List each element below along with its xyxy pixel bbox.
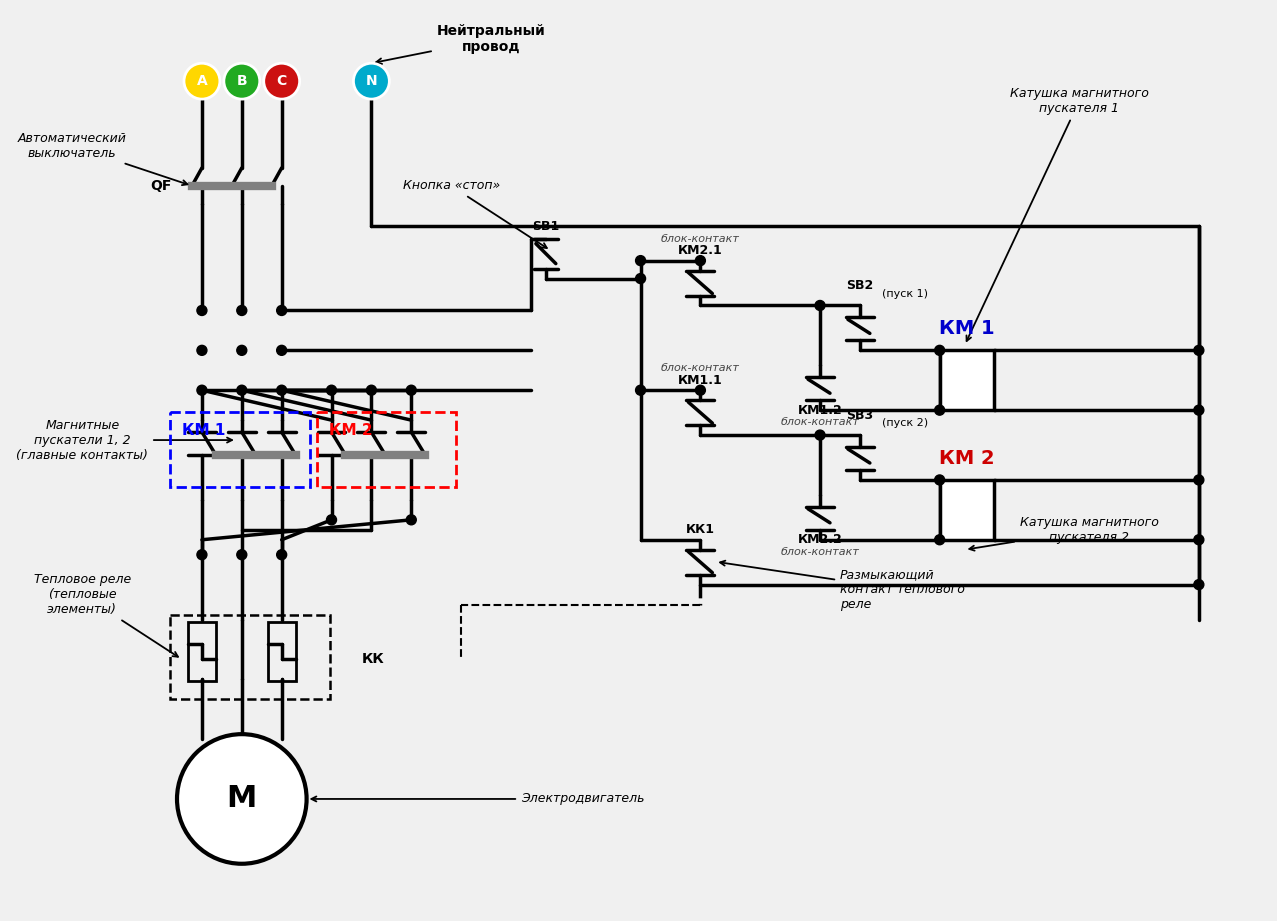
Text: Катушка магнитного
пускателя 2: Катушка магнитного пускателя 2 <box>969 516 1158 551</box>
Circle shape <box>354 64 389 99</box>
Bar <box>188 622 216 682</box>
Text: Катушка магнитного
пускателя 1: Катушка магнитного пускателя 1 <box>967 87 1148 341</box>
Circle shape <box>1194 579 1204 589</box>
Circle shape <box>223 64 259 99</box>
Circle shape <box>327 385 337 395</box>
Circle shape <box>935 535 945 544</box>
Circle shape <box>236 345 246 356</box>
Text: Автоматический
выключатель: Автоматический выключатель <box>18 132 188 185</box>
Circle shape <box>236 306 246 316</box>
Circle shape <box>197 306 207 316</box>
Text: C: C <box>277 75 287 88</box>
Circle shape <box>1194 345 1204 356</box>
Circle shape <box>264 64 300 99</box>
Circle shape <box>197 385 207 395</box>
Bar <box>940 480 995 540</box>
Text: КК1: КК1 <box>686 523 715 536</box>
Text: Электродвигатель: Электродвигатель <box>312 792 645 806</box>
Circle shape <box>366 385 377 395</box>
Circle shape <box>277 345 286 356</box>
Text: Тепловое реле
(тепловые
элементы): Тепловое реле (тепловые элементы) <box>33 573 178 657</box>
Circle shape <box>406 385 416 395</box>
Circle shape <box>197 345 207 356</box>
Circle shape <box>696 256 705 265</box>
Text: КМ 1: КМ 1 <box>940 319 995 338</box>
Circle shape <box>1194 405 1204 415</box>
Text: Кнопка «стоп»: Кнопка «стоп» <box>402 180 547 248</box>
Text: КМ2.2: КМ2.2 <box>798 533 843 546</box>
Text: КК: КК <box>361 652 384 667</box>
Text: КМ1.2: КМ1.2 <box>798 403 843 416</box>
Text: КМ 2: КМ 2 <box>328 423 372 437</box>
Circle shape <box>935 475 945 485</box>
Text: SB1: SB1 <box>533 220 559 233</box>
Text: КМ1.1: КМ1.1 <box>678 374 723 387</box>
Bar <box>317 413 456 487</box>
Circle shape <box>636 256 646 265</box>
Circle shape <box>815 430 825 440</box>
Text: блок-контакт: блок-контакт <box>661 363 739 373</box>
Text: блок-контакт: блок-контакт <box>661 234 739 244</box>
Circle shape <box>197 550 207 560</box>
Text: Размыкающий
контакт теплового
реле: Размыкающий контакт теплового реле <box>720 561 965 612</box>
Text: (пуск 2): (пуск 2) <box>881 418 928 428</box>
Text: блок-контакт: блок-контакт <box>780 417 859 427</box>
Circle shape <box>1194 475 1204 485</box>
Circle shape <box>636 274 646 284</box>
Text: (пуск 1): (пуск 1) <box>881 288 928 298</box>
Circle shape <box>636 385 646 395</box>
Circle shape <box>184 64 220 99</box>
Bar <box>268 622 296 682</box>
Text: N: N <box>365 75 377 88</box>
Circle shape <box>178 734 306 864</box>
Text: B: B <box>236 75 248 88</box>
Bar <box>170 614 329 699</box>
Text: блок-контакт: блок-контакт <box>780 547 859 556</box>
Circle shape <box>236 385 246 395</box>
Circle shape <box>815 300 825 310</box>
Text: M: M <box>226 785 257 813</box>
Circle shape <box>1194 535 1204 544</box>
Text: Магнитные
пускатели 1, 2
(главные контакты): Магнитные пускатели 1, 2 (главные контак… <box>17 418 232 461</box>
Text: КМ 1: КМ 1 <box>183 423 225 437</box>
Circle shape <box>277 550 286 560</box>
Circle shape <box>236 550 246 560</box>
Circle shape <box>696 385 705 395</box>
Circle shape <box>935 405 945 415</box>
Text: QF: QF <box>151 179 172 192</box>
Circle shape <box>327 515 337 525</box>
Text: КМ2.1: КМ2.1 <box>678 244 723 257</box>
Text: Нейтральный
провод: Нейтральный провод <box>377 24 545 64</box>
Circle shape <box>406 515 416 525</box>
Text: КМ 2: КМ 2 <box>940 449 995 468</box>
Bar <box>940 350 995 410</box>
Circle shape <box>277 385 286 395</box>
Text: A: A <box>197 75 207 88</box>
Text: SB3: SB3 <box>847 409 873 422</box>
Bar <box>170 413 309 487</box>
Circle shape <box>277 306 286 316</box>
Text: SB2: SB2 <box>847 279 873 292</box>
Circle shape <box>935 345 945 356</box>
